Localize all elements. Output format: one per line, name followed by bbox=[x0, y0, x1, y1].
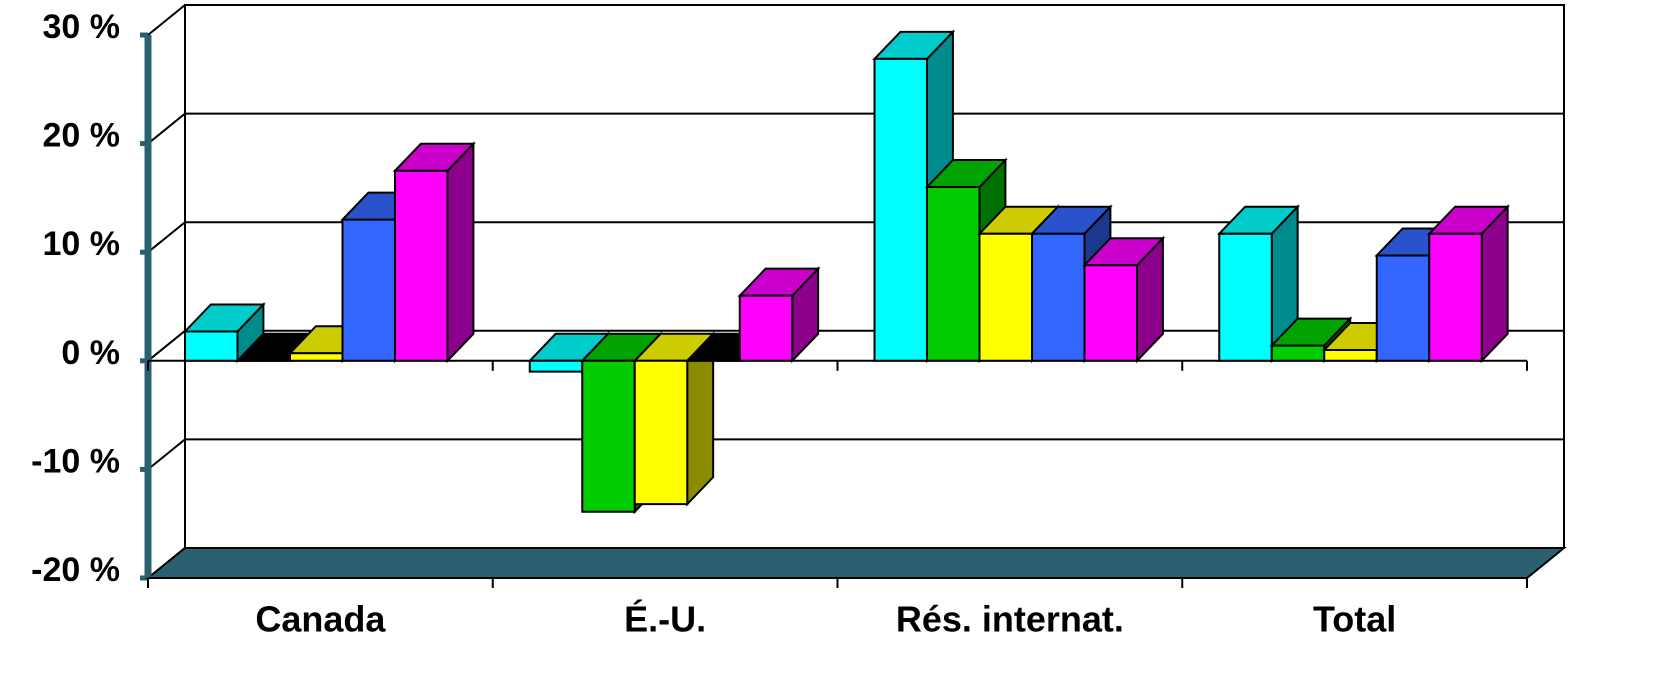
bar-front bbox=[341, 218, 396, 362]
bar bbox=[392, 141, 476, 364]
x-tick-label: Rés. internat. bbox=[896, 599, 1124, 640]
bar-front bbox=[528, 359, 584, 373]
bar-front bbox=[926, 186, 981, 362]
bar-front bbox=[633, 359, 689, 506]
bar bbox=[1426, 204, 1510, 364]
bar-side bbox=[446, 141, 475, 364]
bar-front bbox=[1323, 348, 1378, 362]
bar-front bbox=[873, 57, 928, 362]
bar-front bbox=[184, 330, 239, 362]
y-tick-label: -20 % bbox=[31, 551, 120, 589]
bar-front bbox=[581, 359, 636, 513]
bar-front bbox=[1428, 232, 1483, 362]
bar-front bbox=[978, 232, 1033, 362]
bar-front bbox=[1218, 232, 1273, 362]
x-tick-label: Total bbox=[1313, 599, 1396, 640]
y-tick-label: 10 % bbox=[43, 225, 121, 263]
bar-front bbox=[1083, 264, 1138, 362]
grid-line bbox=[147, 112, 1564, 145]
bar-front bbox=[1375, 254, 1431, 362]
grid-line bbox=[147, 438, 1564, 471]
y-tick-label: 20 % bbox=[43, 117, 121, 155]
grid-line bbox=[147, 4, 1564, 36]
y-tick-label: -10 % bbox=[31, 442, 120, 480]
bar-front bbox=[1270, 344, 1326, 362]
y-tick-label: 0 % bbox=[61, 334, 120, 372]
bar bbox=[1216, 204, 1300, 364]
bar-front bbox=[289, 352, 344, 362]
bar-front bbox=[394, 169, 449, 362]
bar bbox=[737, 266, 821, 364]
bar-front bbox=[1031, 232, 1086, 362]
floor bbox=[145, 547, 1567, 579]
x-tick-label: Canada bbox=[255, 599, 386, 640]
bar-front bbox=[738, 294, 794, 362]
x-tick-label: É.-U. bbox=[624, 599, 706, 640]
bar bbox=[1082, 235, 1166, 364]
y-tick-label: 30 % bbox=[43, 8, 121, 46]
